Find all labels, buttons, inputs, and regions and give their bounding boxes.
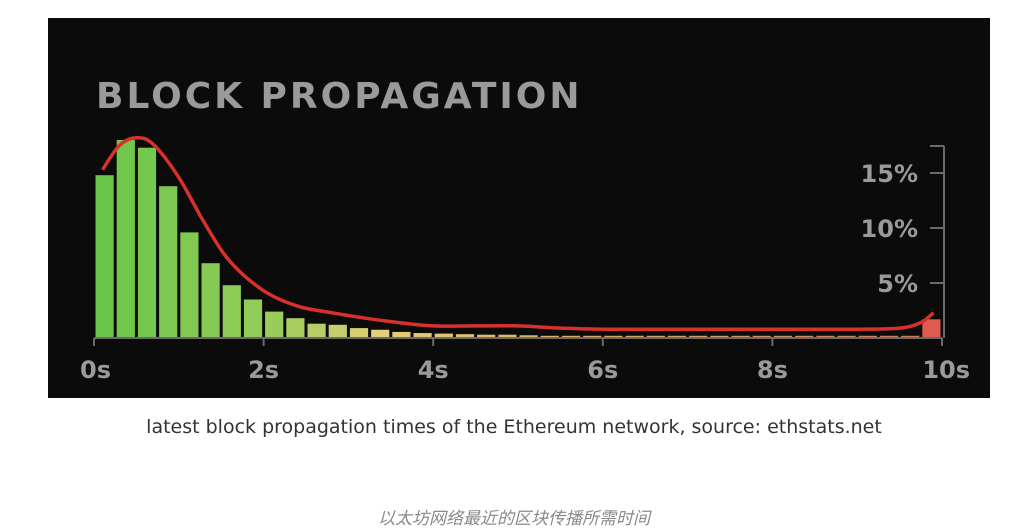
histogram-bar (307, 323, 326, 338)
histogram-bar (392, 331, 411, 338)
histogram-bar (349, 328, 369, 338)
histogram-bar (371, 329, 390, 338)
histogram-bar (477, 334, 496, 338)
histogram-bar (159, 186, 178, 338)
chart-title: BLOCK PROPAGATION (96, 76, 583, 117)
histogram-bar (243, 299, 263, 338)
block-propagation-chart: BLOCK PROPAGATION 0s 2s 4s 6s 8s 10s 5% 10% 15% (80, 76, 970, 384)
histogram-bar (455, 334, 475, 338)
figure-caption: latest block propagation times of the Et… (146, 416, 882, 438)
histogram-bar (137, 147, 157, 338)
y-tick-label: 10% (861, 215, 918, 243)
x-tick-label: 10s (922, 356, 970, 384)
histogram-bar (413, 333, 432, 338)
histogram-bar (201, 263, 220, 338)
chart-panel: BLOCK PROPAGATION 0s 2s 4s 6s 8s 10s 5% 10% 15% (48, 18, 990, 398)
histogram-bar (222, 285, 241, 338)
x-tick-label: 2s (248, 356, 279, 384)
y-tick-label: 15% (861, 160, 918, 188)
x-tick-label: 8s (757, 356, 788, 384)
histogram-bar (180, 232, 199, 338)
x-tick-label: 4s (418, 356, 449, 384)
histogram-bar (519, 335, 538, 339)
y-tick-label: 5% (877, 270, 918, 298)
histogram-bar (95, 175, 114, 338)
histogram-bar (434, 333, 453, 338)
histogram-bar (328, 324, 347, 338)
density-curve (101, 136, 935, 332)
histogram-bar (116, 140, 135, 338)
histogram-bar (286, 318, 305, 338)
figure-caption-chinese: 以太坊网络最近的区块传播所需时间 (378, 509, 650, 529)
histogram-bar (265, 311, 284, 338)
histogram-bar (498, 334, 517, 338)
x-tick-label: 0s (80, 356, 111, 384)
histogram-bar (922, 319, 941, 338)
x-tick-label: 6s (587, 356, 618, 384)
